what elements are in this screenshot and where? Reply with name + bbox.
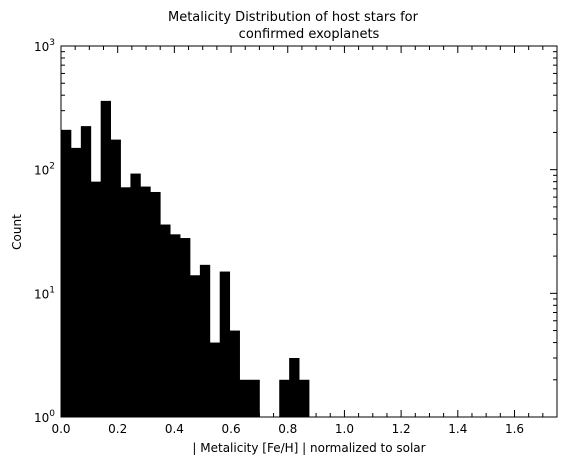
histogram-bar [120,187,131,417]
histogram-bar [70,147,82,417]
x-tick-label: 1.2 [392,422,411,436]
x-tick-label: 0.4 [165,422,184,436]
x-tick-label: 0.6 [222,422,241,436]
histogram-bar [140,186,151,417]
histogram-bar [199,264,211,417]
plot-frame [60,45,558,418]
y-tick-label: 101 [34,285,55,301]
histogram-bar [229,330,240,417]
chart-title-line-2: confirmed exoplanets [239,27,380,42]
histogram-bar [279,379,290,417]
x-tick-label: 1.6 [505,422,524,436]
histogram-bar [170,234,181,417]
x-axis-label: | Metalicity [Fe/H] | normalized to sola… [192,441,425,455]
histogram-bar [110,139,121,417]
x-tick-label: 0.8 [278,422,297,436]
histogram-bar [61,129,72,417]
histogram-bar [130,173,141,417]
histogram-bar [209,342,221,417]
x-tick-label: 1.4 [448,422,467,436]
bars-group [61,100,310,417]
histogram-bar [249,379,260,417]
histogram-bar [180,238,191,417]
chart-title-line-1: Metalicity Distribution of host stars fo… [168,10,419,25]
histogram-bar [150,191,161,417]
histogram-bar [90,181,102,417]
histogram-bar [289,357,300,417]
y-tick-label: 102 [34,162,55,178]
histogram-bar [239,379,250,417]
ticks-group: 0.0 0.2 0.4 0.6 0.8 1.0 1.2 1.4 1.6 100 101 102 103 [34,38,557,436]
histogram-bar [100,100,111,417]
y-tick-label: 100 [34,409,55,425]
histogram-bar [80,126,92,417]
x-tick-label: 0.2 [108,422,127,436]
histogram-bar [219,271,231,417]
histogram-bar [299,379,310,417]
x-tick-label: 0.0 [51,422,70,436]
histogram-bar [160,224,171,417]
histogram-bar [189,275,201,417]
y-axis-label: Count [10,214,24,250]
y-tick-label: 103 [34,38,55,54]
x-tick-label: 1.0 [335,422,354,436]
